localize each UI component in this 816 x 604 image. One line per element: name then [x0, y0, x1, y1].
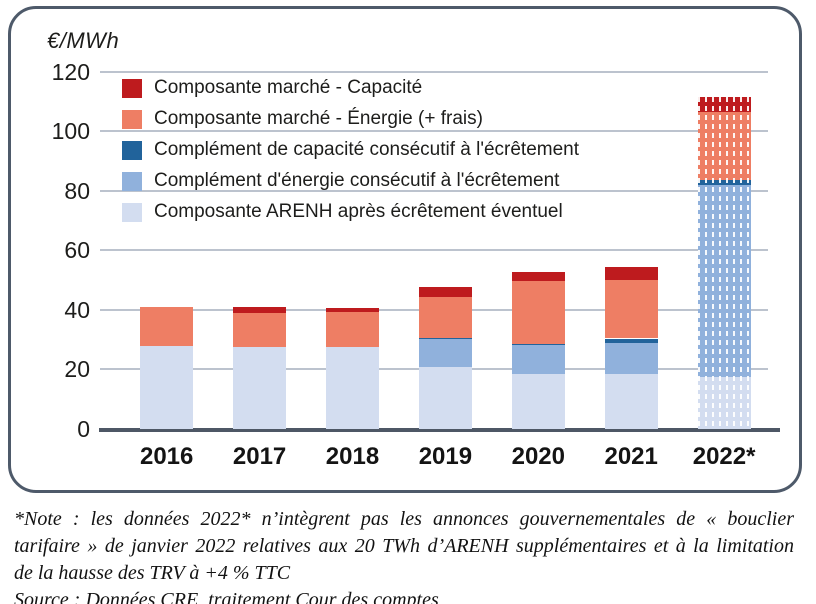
bar-2017	[233, 306, 287, 429]
bar-segment	[233, 312, 287, 348]
bar-segment	[697, 184, 751, 377]
bar-segment	[511, 343, 565, 346]
bar-segment	[604, 266, 658, 281]
legend-label: Complément d'énergie consécutif à l'écrê…	[154, 170, 560, 191]
gridline-80	[100, 189, 768, 192]
bar-2019	[418, 286, 472, 429]
x-tick-label-2016: 2016	[139, 443, 194, 470]
legend-label: Composante ARENH après écrêtement éventu…	[154, 201, 563, 222]
y-tick-label-20: 20	[64, 356, 90, 383]
source-line: Source : Données CRE, traitement Cour de…	[14, 589, 439, 604]
bar-segment	[697, 111, 751, 181]
x-tick-label-2020: 2020	[511, 443, 565, 470]
x-tick-label-2019: 2019	[418, 443, 473, 470]
footnote-line-2: tarifaire » de janvier 2022 relatives au…	[14, 535, 794, 557]
bar-segment	[326, 307, 379, 313]
bar-segment	[604, 338, 658, 343]
bar-segment	[604, 280, 658, 339]
x-tick-label-2021: 2021	[604, 443, 658, 470]
bar-2018	[326, 307, 379, 429]
gridline-100	[100, 130, 768, 133]
y-tick-label-80: 80	[64, 177, 90, 204]
legend-swatch-icon	[122, 202, 142, 222]
footnote-block: *Note : les données 2022* n’intègrent pa…	[14, 506, 794, 604]
bar-segment	[511, 345, 565, 374]
x-tick-label-2017: 2017	[232, 443, 287, 470]
x-tick-label-2022: 2022*	[692, 443, 756, 470]
y-tick-label-40: 40	[64, 296, 90, 323]
x-axis-baseline	[99, 428, 780, 432]
bar-segment	[233, 347, 287, 429]
gridline-60	[100, 249, 768, 252]
bar-2020	[511, 272, 565, 429]
bar-segment	[140, 345, 194, 429]
chart-legend: Composante marché - Capacité Composante m…	[122, 76, 579, 231]
bar-2016	[140, 306, 194, 429]
bar-segment	[697, 180, 751, 185]
y-tick-label-0: 0	[77, 416, 90, 442]
bar-segment	[511, 281, 565, 344]
y-tick-label-120: 120	[51, 58, 90, 85]
legend-item-2: Complément de capacité consécutif à l'éc…	[122, 138, 579, 162]
legend-item-0: Composante marché - Capacité	[122, 76, 579, 100]
bar-segment	[326, 347, 379, 429]
bar-segment	[418, 339, 472, 368]
bar-segment	[418, 337, 472, 340]
bar-segment	[604, 374, 658, 429]
bar-segment	[140, 306, 194, 346]
legend-item-1: Composante marché - Énergie (+ frais)	[122, 107, 579, 131]
legend-item-4: Composante ARENH après écrêtement éventu…	[122, 200, 579, 224]
bar-segment	[697, 376, 751, 429]
x-tick-label-2018: 2018	[325, 443, 380, 470]
bar-segment	[511, 373, 565, 429]
legend-label: Composante marché - Capacité	[154, 77, 423, 98]
bar-2022	[697, 96, 751, 429]
legend-swatch-icon	[122, 171, 142, 191]
footnote-line-1: *Note : les données 2022* n’intègrent pa…	[14, 508, 794, 530]
legend-item-3: Complément d'énergie consécutif à l'écrê…	[122, 169, 579, 193]
legend-swatch-icon	[122, 78, 142, 98]
bar-segment	[326, 312, 379, 348]
bar-segment	[511, 272, 565, 282]
y-axis-unit-label: €/MWh	[47, 28, 120, 53]
legend-label: Composante marché - Énergie (+ frais)	[154, 108, 483, 129]
legend-label: Complément de capacité consécutif à l'éc…	[154, 139, 580, 160]
footnote-line-3: de la hausse des TRV à +4 % TTC	[14, 562, 291, 584]
bar-2021	[604, 266, 658, 429]
legend-swatch-icon	[122, 109, 142, 129]
bar-segment	[418, 286, 472, 297]
gridline-120	[100, 70, 768, 73]
bar-segment	[697, 96, 751, 112]
y-tick-label-100: 100	[51, 118, 90, 145]
legend-swatch-icon	[122, 140, 142, 160]
bar-segment	[604, 342, 658, 375]
y-tick-label-60: 60	[64, 237, 90, 264]
bar-segment	[418, 367, 472, 429]
bar-segment	[233, 306, 287, 313]
bar-segment	[418, 296, 472, 338]
